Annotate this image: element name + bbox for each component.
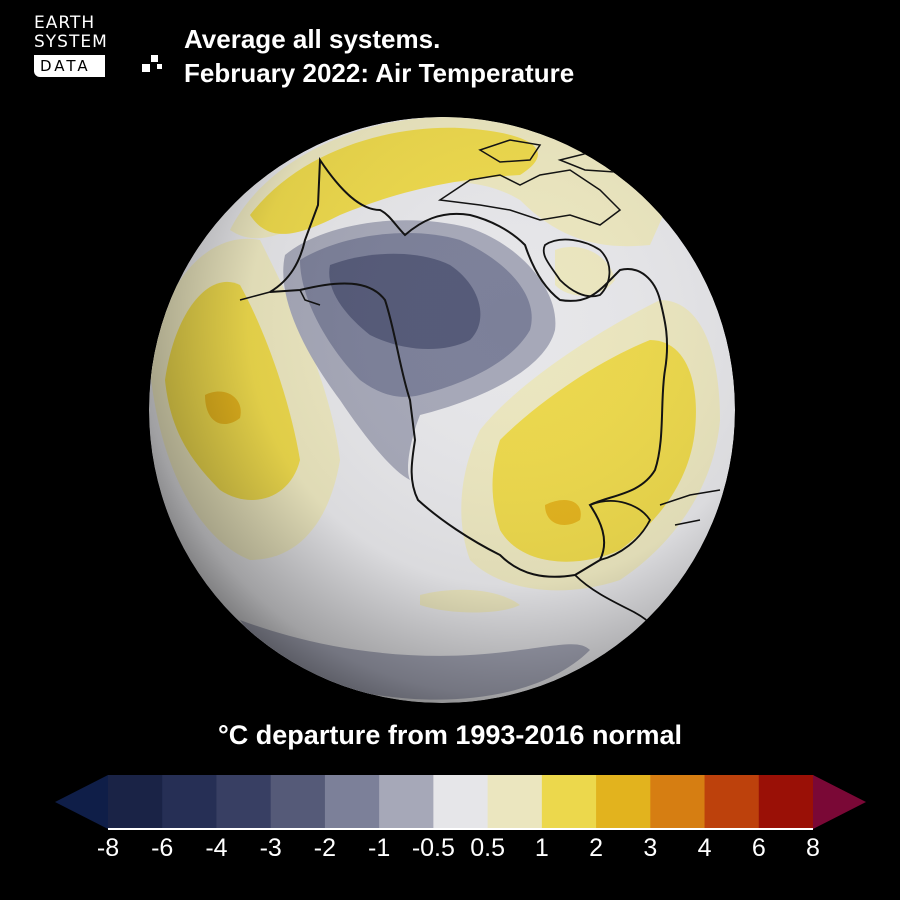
color-bar-tick-label: 2 [589, 834, 604, 862]
color-bar-cell [650, 775, 706, 829]
color-bar-tick-label: -4 [205, 834, 228, 862]
color-bar-cell [379, 775, 434, 829]
color-bar-tick-label: 3 [643, 834, 658, 862]
color-bar-cell [216, 775, 272, 829]
color-bar-tick-label: -3 [259, 834, 282, 862]
color-bar-cell [596, 775, 651, 829]
color-bar-cell [162, 775, 217, 829]
color-bar-cell [433, 775, 489, 829]
color-bar-tick-label: -2 [313, 834, 337, 862]
title-line-1: Average all systems. [184, 24, 441, 54]
color-bar-cell [324, 775, 380, 829]
color-bar-cell [704, 775, 760, 829]
color-bar-tick-label: 4 [697, 834, 712, 862]
logo-line-data: DATA [34, 55, 105, 77]
color-bar-tick-label: -0.5 [411, 834, 455, 862]
globe-shading [149, 117, 735, 703]
color-bar-tick-label: 8 [806, 834, 820, 862]
color-bar-ticks: -8 -6 -4 -3 -2 -1 -0.5 0.5 1 2 3 4 6 8 [0, 834, 900, 868]
logo-line-earth: EARTH [34, 13, 96, 33]
earth-system-data-logo: EARTH SYSTEM DATA [34, 13, 162, 77]
color-bar-under-arrow [55, 775, 108, 829]
color-bar-tick-label: -6 [151, 834, 174, 862]
color-bar-cell [108, 775, 163, 829]
color-bar-tick-label: 6 [751, 834, 766, 862]
color-bar-tick-label: 0.5 [470, 834, 505, 862]
color-bar-tick-label: -8 [96, 834, 120, 862]
color-bar-cell [487, 775, 543, 829]
title-line-2: February 2022: Air Temperature [184, 58, 575, 88]
color-bar-cell [758, 775, 814, 829]
color-bar-over-arrow [813, 775, 866, 829]
page-title: Average all systems. February 2022: Air … [184, 22, 574, 90]
color-bar-cell [270, 775, 326, 829]
logo-line-system: SYSTEM [34, 32, 108, 52]
color-bar-cell [541, 775, 597, 829]
logo-pixel-icon [142, 55, 162, 72]
legend-title: °C departure from 1993-2016 normal [218, 720, 682, 750]
color-bar-tick-label: -1 [368, 834, 391, 862]
color-bar-tick-label: 1 [534, 834, 549, 862]
